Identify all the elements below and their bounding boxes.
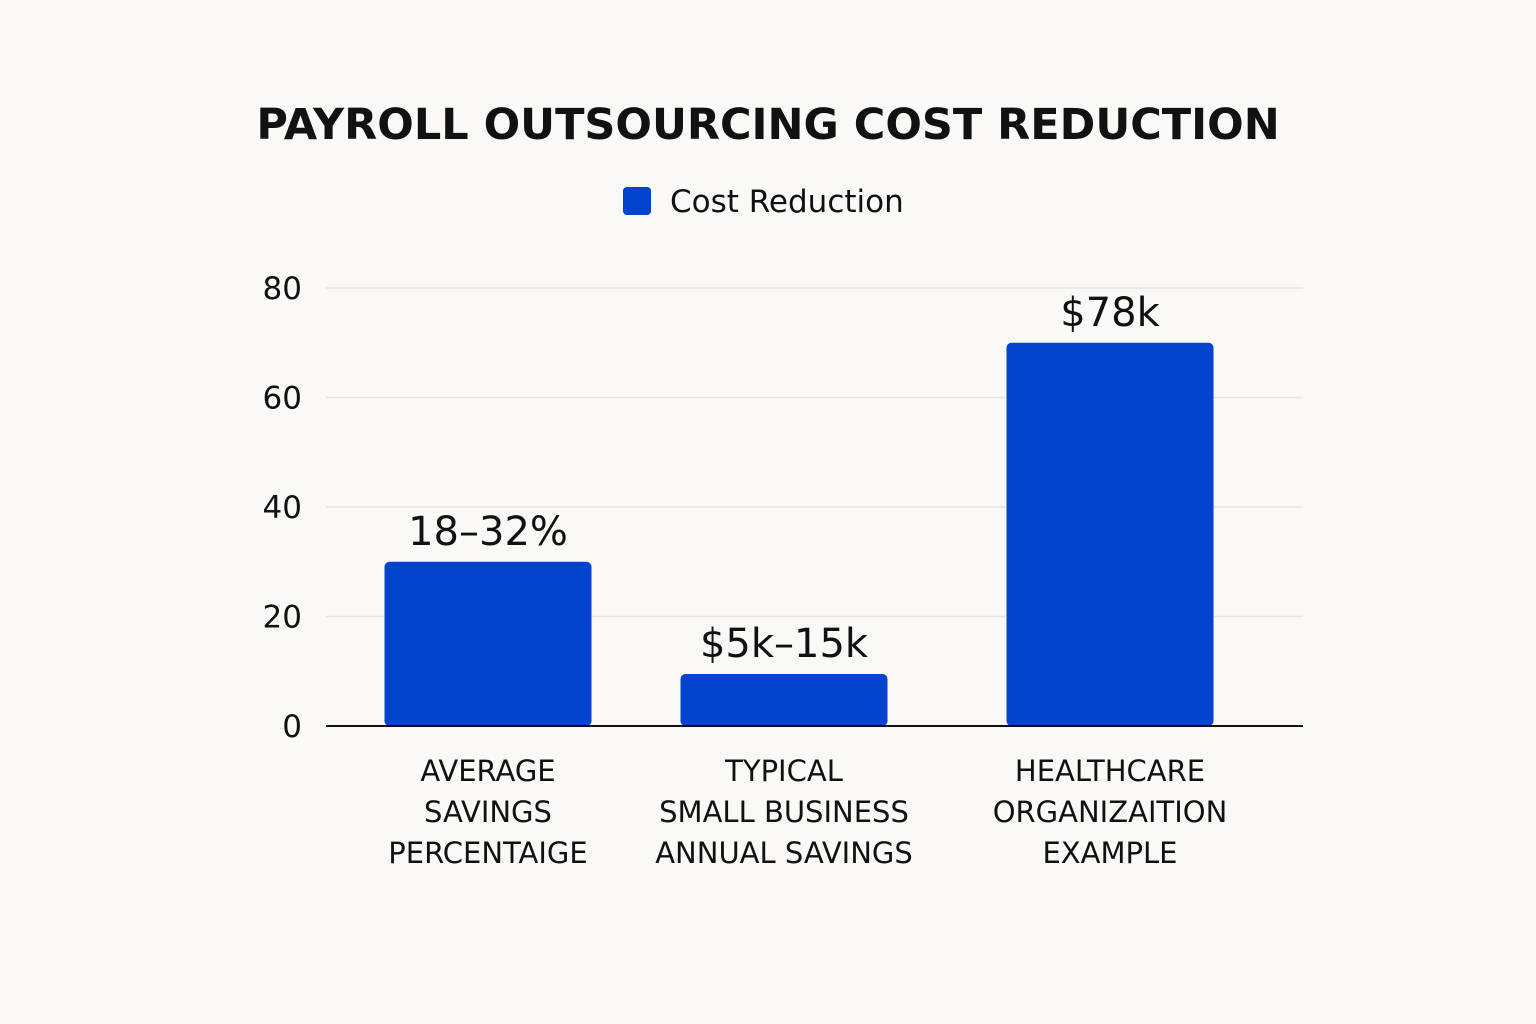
bar-value-label-3: $78k [1060, 290, 1160, 336]
y-tick-label: 20 [263, 600, 302, 636]
y-axis-ticks: 0 20 40 60 80 [263, 271, 302, 745]
bar-value-label-1: 18–32% [408, 509, 568, 555]
category-label-line: AVERAGE [420, 754, 555, 788]
chart-title: PAYROLL OUTSOURCING COST REDUCTION [256, 100, 1279, 150]
bar-value-label-2: $5k–15k [700, 621, 869, 667]
category-label-line: TYPICAL [724, 754, 843, 788]
bar-1 [384, 561, 592, 726]
bar-2 [680, 673, 888, 726]
legend-label: Cost Reduction [670, 184, 904, 220]
legend-swatch [623, 187, 651, 215]
x-axis-categories: AVERAGE SAVINGS PERCENTAIGE TYPICAL SMALL BU… [388, 754, 1227, 870]
legend: Cost Reduction [623, 184, 904, 220]
category-label-line: ANNUAL SAVINGS [655, 836, 913, 870]
category-label-2: TYPICAL SMALL BUSINESS ANNUAL SAVINGS [655, 754, 913, 870]
y-tick-label: 80 [263, 271, 302, 307]
category-label-line: EXAMPLE [1042, 836, 1177, 870]
category-label-1: AVERAGE SAVINGS PERCENTAIGE [388, 754, 587, 870]
bar-3 [1006, 342, 1214, 726]
category-label-3: HEALTHCARE ORGANIZAITION EXAMPLE [993, 754, 1228, 870]
y-tick-label: 40 [263, 490, 302, 526]
category-label-line: HEALTHCARE [1015, 754, 1205, 788]
bars [384, 342, 1214, 726]
y-tick-label: 0 [282, 709, 302, 745]
y-tick-label: 60 [263, 381, 302, 417]
data-labels: 18–32% $5k–15k $78k [408, 290, 1160, 667]
category-label-line: PERCENTAIGE [388, 836, 587, 870]
category-label-line: SAVINGS [424, 795, 552, 829]
category-label-line: SMALL BUSINESS [659, 795, 909, 829]
category-label-line: ORGANIZAITION [993, 795, 1228, 829]
